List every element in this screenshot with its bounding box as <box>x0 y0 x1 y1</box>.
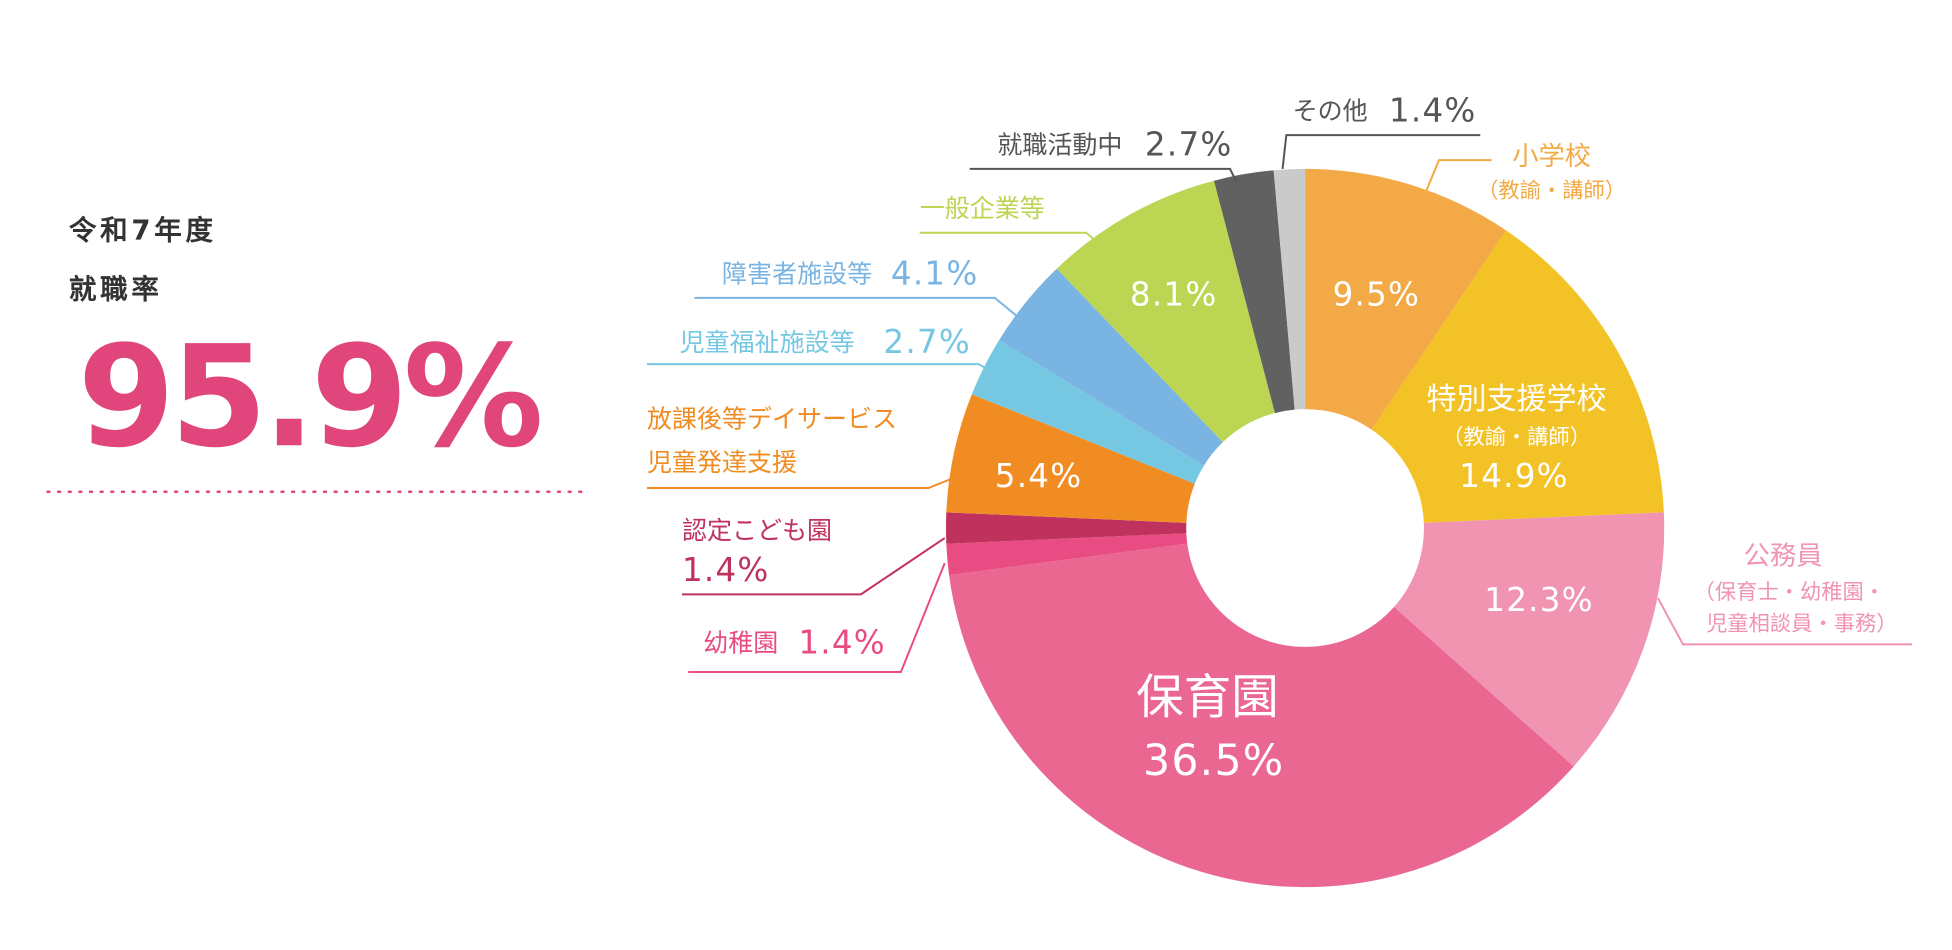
value-label: 2.7% <box>883 323 971 361</box>
slice-label: 保育園 <box>1136 671 1279 726</box>
slice-label: 児童福祉施設等 <box>680 328 855 357</box>
donut-slice <box>1305 168 1507 430</box>
donut-slice <box>1213 170 1295 414</box>
slice-label: 障害者施設等 <box>722 259 872 288</box>
leader-line <box>646 477 954 490</box>
slice-label: 児童発達支援 <box>647 448 797 477</box>
slice-label: （保育士・幼稚園・ <box>1694 580 1885 605</box>
leader-line <box>919 231 1102 247</box>
slice-label: 放課後等デイサービス <box>647 404 897 433</box>
leader-line <box>646 363 996 374</box>
value-label: 1.4% <box>1389 92 1477 130</box>
rate: 95.9% <box>78 316 540 479</box>
value-label: 2.7% <box>1145 125 1233 163</box>
value-label: 1.4% <box>682 551 770 589</box>
value-label: 5.4% <box>995 457 1083 495</box>
donut-slice <box>1371 230 1664 523</box>
slice-label: 幼稚園 <box>703 628 778 657</box>
slice-label: 就職活動中 <box>997 130 1122 159</box>
summary-line: 就職率 <box>69 273 163 305</box>
donut-slice <box>1273 168 1306 410</box>
slice-label: 児童相談員・事務） <box>1706 611 1897 636</box>
leader-line <box>694 296 1017 317</box>
slice-label: 小学校 <box>1512 142 1591 172</box>
value-label: 12.3% <box>1484 581 1594 619</box>
slice-label: 公務員 <box>1744 541 1823 571</box>
summary-line: 令和7年度 <box>69 215 217 247</box>
leader-line <box>1657 597 1912 646</box>
leader-line <box>681 537 946 596</box>
slice-label: 一般企業等 <box>920 194 1045 223</box>
slice-label: 特別支援学校 <box>1426 382 1606 417</box>
value-label: 36.5% <box>1143 737 1284 786</box>
slice-label: 認定こども園 <box>682 516 832 545</box>
donut-slice <box>946 533 1188 576</box>
donut-slice <box>946 394 1195 523</box>
value-label: 4.1% <box>891 254 979 292</box>
donut-slice <box>945 512 1187 544</box>
donut-slice <box>999 268 1223 466</box>
leader-line <box>1425 159 1492 191</box>
donut-slice <box>1056 180 1275 443</box>
value-label: 9.5% <box>1333 276 1421 314</box>
slice-label: （教諭・講師） <box>1477 178 1626 203</box>
leader-line <box>969 167 1238 182</box>
value-label: 8.1% <box>1130 276 1218 314</box>
value-label: 14.9% <box>1459 457 1569 495</box>
donut-slice <box>971 340 1204 484</box>
leader-line <box>1281 134 1481 170</box>
donut-slice <box>1393 512 1665 767</box>
donut-slice <box>949 543 1574 888</box>
value-label: 1.4% <box>798 623 886 661</box>
leader-line <box>688 562 946 673</box>
slice-label: （教諭・講師） <box>1442 425 1591 450</box>
slice-label: その他 <box>1293 97 1368 126</box>
